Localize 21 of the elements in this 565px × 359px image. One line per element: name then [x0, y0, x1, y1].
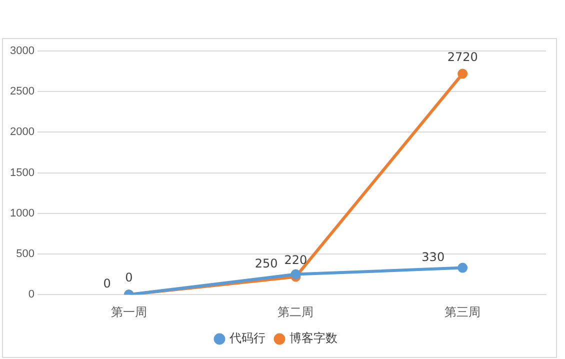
legend-label: 代码行: [228, 331, 266, 346]
x-tick-label: 第二周: [278, 305, 314, 320]
x-tick-label: 第三周: [444, 305, 481, 320]
data-label: 2720: [447, 50, 478, 64]
data-label: 250: [254, 256, 278, 270]
y-tick-label: 1500: [10, 166, 34, 179]
y-tick-label: 2000: [10, 126, 34, 138]
x-tick-label: 第一周: [110, 305, 147, 320]
data-label: 0: [103, 276, 111, 291]
y-tick-label: 2500: [10, 86, 34, 98]
y-tick-label: 0: [28, 288, 34, 301]
point: [458, 262, 468, 273]
legend-label: 博客字数: [290, 331, 338, 346]
point: [458, 68, 468, 79]
y-tick-label: 500: [16, 248, 34, 260]
data-label: 220: [284, 252, 308, 267]
data-label: 0: [125, 270, 133, 285]
y-tick-label: 1000: [10, 207, 34, 220]
point: [290, 269, 301, 280]
y-tick-label: 3000: [10, 45, 34, 58]
data-label: 330: [422, 250, 445, 264]
